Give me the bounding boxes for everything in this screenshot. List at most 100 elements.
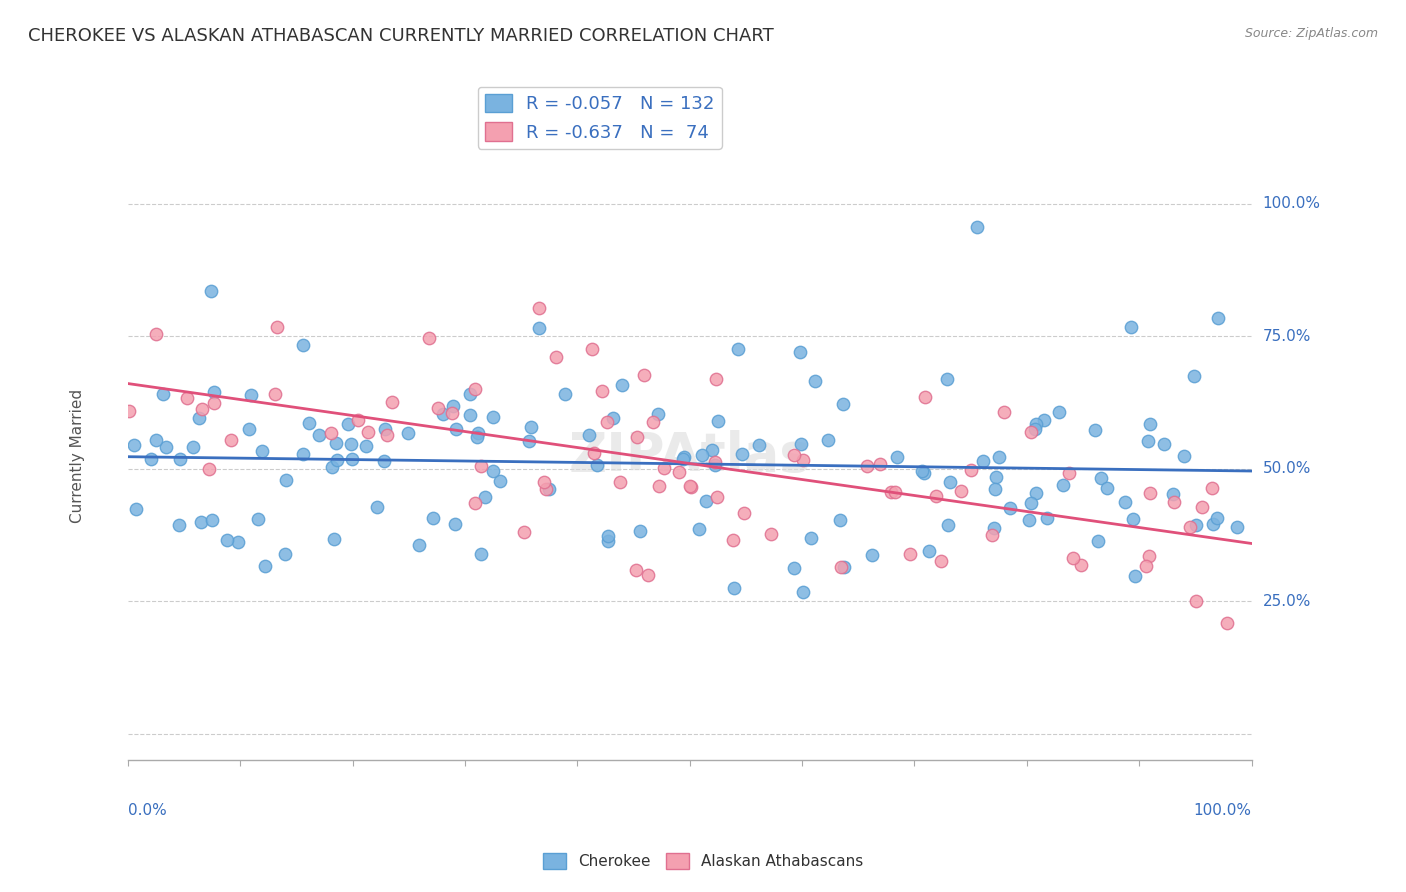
- Point: [647, 407, 669, 421]
- Point: [276, 473, 298, 487]
- Point: [925, 489, 948, 503]
- Point: [789, 344, 811, 359]
- Point: [155, 440, 177, 454]
- Point: [536, 482, 558, 496]
- Point: [458, 387, 481, 401]
- Point: [860, 548, 883, 562]
- Point: [668, 465, 690, 479]
- Point: [1173, 449, 1195, 463]
- Point: [1139, 486, 1161, 500]
- Point: [596, 415, 619, 429]
- Point: [396, 426, 419, 441]
- Legend: Cherokee, Alaskan Athabascans: Cherokee, Alaskan Athabascans: [537, 847, 869, 875]
- Point: [789, 437, 811, 451]
- Point: [238, 421, 260, 435]
- Point: [273, 547, 295, 561]
- Point: [936, 372, 959, 386]
- Point: [176, 391, 198, 405]
- Point: [723, 581, 745, 595]
- Point: [1191, 500, 1213, 514]
- Point: [167, 518, 190, 533]
- Point: [869, 457, 891, 471]
- Point: [308, 427, 330, 442]
- Point: [366, 500, 388, 514]
- Point: [441, 399, 464, 413]
- Point: [598, 533, 620, 548]
- Point: [582, 446, 605, 460]
- Point: [880, 485, 903, 500]
- Point: [1095, 482, 1118, 496]
- Point: [704, 454, 727, 468]
- Point: [966, 220, 988, 235]
- Point: [432, 407, 454, 421]
- Point: [929, 554, 952, 568]
- Point: [628, 524, 651, 539]
- Legend: R = -0.057   N = 132, R = -0.637   N =  74: R = -0.057 N = 132, R = -0.637 N = 74: [478, 87, 721, 149]
- Point: [898, 547, 921, 561]
- Point: [356, 439, 378, 453]
- Point: [960, 463, 983, 477]
- Point: [1185, 518, 1208, 533]
- Point: [1033, 413, 1056, 427]
- Point: [983, 482, 1005, 496]
- Point: [374, 422, 396, 436]
- Point: [169, 452, 191, 467]
- Point: [612, 378, 634, 392]
- Point: [347, 413, 370, 427]
- Point: [706, 414, 728, 428]
- Point: [1202, 517, 1225, 532]
- Point: [264, 386, 287, 401]
- Point: [792, 585, 814, 599]
- Point: [190, 515, 212, 529]
- Point: [609, 475, 631, 489]
- Point: [1201, 481, 1223, 495]
- Point: [1216, 615, 1239, 630]
- Point: [139, 452, 162, 467]
- Point: [1226, 519, 1249, 533]
- Point: [202, 396, 225, 410]
- Point: [181, 440, 204, 454]
- Point: [578, 428, 600, 442]
- Point: [1122, 512, 1144, 526]
- Point: [914, 390, 936, 404]
- Point: [529, 321, 551, 335]
- Point: [292, 338, 315, 352]
- Point: [1114, 495, 1136, 509]
- Point: [1153, 437, 1175, 451]
- Point: [226, 535, 249, 549]
- Point: [911, 464, 934, 478]
- Point: [886, 450, 908, 464]
- Point: [1018, 513, 1040, 527]
- Point: [643, 415, 665, 429]
- Point: [792, 453, 814, 467]
- Point: [246, 511, 269, 525]
- Point: [1182, 368, 1205, 383]
- Point: [464, 496, 486, 510]
- Point: [418, 331, 440, 345]
- Point: [832, 559, 855, 574]
- Point: [519, 420, 541, 434]
- Point: [1090, 471, 1112, 485]
- Point: [321, 460, 343, 475]
- Point: [1163, 494, 1185, 508]
- Point: [422, 511, 444, 525]
- Point: [647, 479, 669, 493]
- Point: [1136, 434, 1159, 448]
- Point: [554, 387, 576, 401]
- Point: [591, 384, 613, 398]
- Point: [688, 522, 710, 536]
- Point: [197, 462, 219, 476]
- Point: [322, 533, 344, 547]
- Point: [980, 528, 1002, 542]
- Point: [152, 387, 174, 401]
- Point: [381, 395, 404, 409]
- Text: CHEROKEE VS ALASKAN ATHABASCAN CURRENTLY MARRIED CORRELATION CHART: CHEROKEE VS ALASKAN ATHABASCAN CURRENTLY…: [28, 27, 773, 45]
- Text: Currently Married: Currently Married: [70, 389, 84, 523]
- Point: [1052, 478, 1074, 492]
- Point: [1206, 311, 1229, 326]
- Point: [672, 452, 695, 467]
- Point: [118, 404, 141, 418]
- Point: [783, 448, 806, 462]
- Point: [145, 326, 167, 341]
- Point: [731, 446, 754, 460]
